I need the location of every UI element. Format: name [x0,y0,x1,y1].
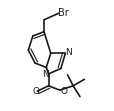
Text: O: O [32,87,39,96]
Text: N: N [41,70,48,79]
Text: N: N [65,48,71,57]
Text: Br: Br [57,8,68,18]
Text: O: O [60,87,67,96]
